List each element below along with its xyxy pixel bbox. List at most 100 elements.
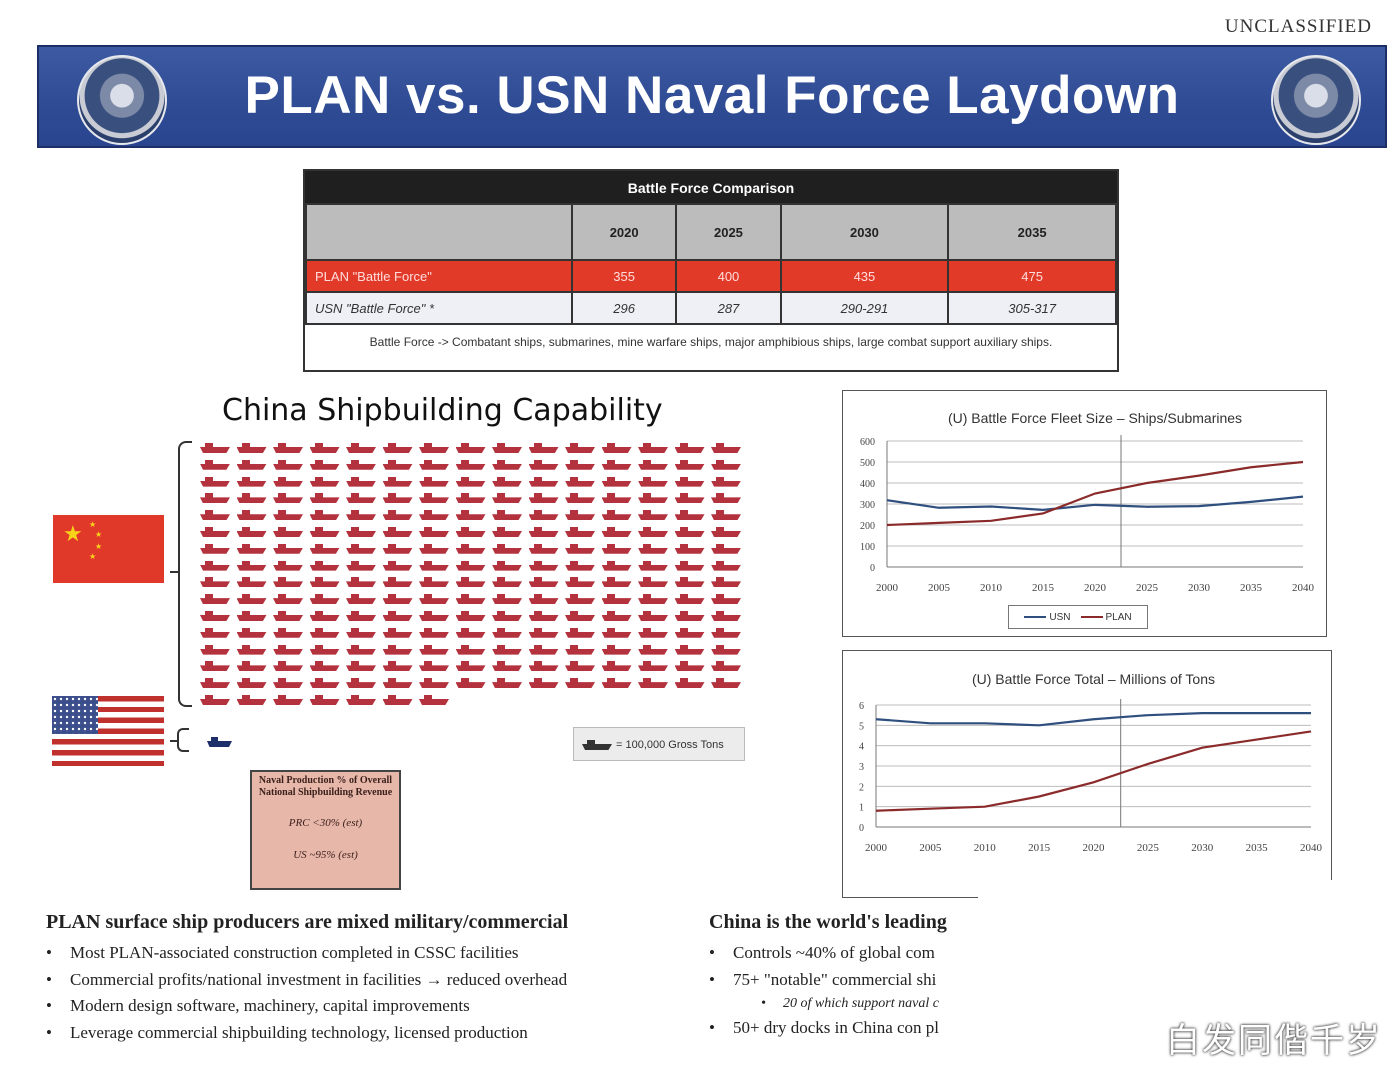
china-ship-icon	[383, 543, 413, 554]
table-cell: 355	[570, 259, 678, 293]
china-ship-icon	[237, 543, 267, 554]
china-ship-icon	[273, 543, 303, 554]
china-ship-icon	[346, 610, 376, 621]
title-banner: PLAN vs. USN Naval Force Laydown	[37, 45, 1387, 148]
x-tick-label: 2015	[1028, 842, 1051, 854]
china-ship-icon	[383, 627, 413, 638]
china-ship-icon	[675, 577, 705, 587]
china-ship-icon	[419, 526, 449, 537]
china-ship-icon	[529, 526, 559, 537]
china-ship-icon	[711, 560, 741, 571]
china-ship-icon	[237, 526, 267, 537]
table-row-usn: USN "Battle Force" * 296 287 290-291 305…	[305, 291, 1117, 325]
fleet-size-chart: (U) Battle Force Fleet Size – Ships/Subm…	[842, 390, 1327, 637]
china-ship-icon	[565, 678, 595, 688]
china-ship-icon	[529, 627, 559, 638]
y-tick-label: 600	[860, 437, 875, 448]
china-ship-icon	[200, 577, 230, 587]
series-line-plan	[875, 730, 1312, 812]
naval-production-box: Naval Production % of Overall National S…	[250, 770, 401, 890]
china-ship-icon	[638, 443, 668, 453]
china-ship-icon	[711, 594, 741, 604]
china-ship-icon	[310, 510, 340, 520]
china-ship-icon	[565, 560, 595, 571]
x-tick-label: 2035	[1246, 842, 1269, 854]
legend-item-usn: USN	[1024, 612, 1071, 623]
china-ship-icon	[565, 644, 595, 655]
china-ship-icon	[383, 443, 413, 453]
x-tick-label: 2020	[1083, 842, 1106, 854]
china-ship-icon	[383, 476, 413, 487]
china-ship-icon	[200, 459, 230, 470]
table-header-cell: 2020	[570, 203, 678, 261]
legend-item-plan: PLAN	[1080, 612, 1132, 623]
china-ship-icon	[237, 661, 267, 671]
china-ship-icon	[310, 594, 340, 604]
china-ship-icon	[419, 610, 449, 621]
china-ship-icon	[237, 694, 267, 705]
china-ship-icon	[237, 443, 267, 453]
list-item: Commercial profits/national investment i…	[46, 967, 568, 994]
china-ship-icon	[310, 526, 340, 537]
y-tick-label: 300	[860, 500, 875, 511]
china-ship-icon	[273, 560, 303, 571]
list-item: Controls ~40% of global com	[709, 940, 978, 967]
china-ship-icon	[419, 678, 449, 688]
china-ship-icon	[638, 577, 668, 587]
china-ship-icon	[273, 694, 303, 705]
china-ship-icon	[529, 510, 559, 520]
china-ship-icon	[492, 510, 522, 520]
x-tick-label: 2030	[1191, 842, 1214, 854]
x-tick-label: 2010	[980, 582, 1003, 594]
china-ship-icon	[492, 560, 522, 571]
china-ship-icon	[237, 678, 267, 688]
ship-key-icon	[582, 740, 612, 750]
china-ship-icon	[237, 610, 267, 621]
china-ship-icon	[565, 661, 595, 671]
china-brace	[170, 441, 192, 707]
china-ship-icon	[383, 577, 413, 587]
china-ship-icon	[675, 493, 705, 503]
china-ship-icon	[565, 443, 595, 453]
china-ship-icon	[492, 577, 522, 587]
china-ship-icon	[273, 510, 303, 520]
china-ship-icon	[602, 543, 632, 554]
china-ship-icon	[602, 526, 632, 537]
china-ship-icon	[200, 510, 230, 520]
china-ship-icon	[273, 627, 303, 638]
series-line-plan	[886, 460, 1304, 527]
china-ship-icon	[273, 610, 303, 621]
china-ship-icon	[711, 510, 741, 520]
china-ship-icon	[383, 610, 413, 621]
china-ship-icon	[638, 661, 668, 671]
china-ship-icon	[310, 493, 340, 503]
y-tick-label: 0	[870, 563, 875, 574]
y-tick-label: 0	[859, 823, 864, 834]
china-ship-icon	[638, 510, 668, 520]
series-line-usn	[886, 495, 1304, 511]
china-ship-icon	[383, 644, 413, 655]
table-row-plan: PLAN "Battle Force" 355 400 435 475	[305, 259, 1117, 293]
x-tick-label: 2040	[1292, 582, 1315, 594]
china-ship-icon	[638, 627, 668, 638]
china-ship-icon	[310, 476, 340, 487]
china-ship-icon	[492, 644, 522, 655]
china-ship-icon	[492, 627, 522, 638]
row-label: USN "Battle Force" *	[305, 291, 573, 325]
china-ship-icon	[638, 560, 668, 571]
china-ship-icon	[492, 543, 522, 554]
china-ship-icon	[237, 459, 267, 470]
china-ship-icon	[419, 443, 449, 453]
y-tick-label: 100	[860, 542, 875, 553]
china-ship-icon	[529, 594, 559, 604]
china-ship-icon	[419, 627, 449, 638]
table-footnote: Battle Force -> Combatant ships, submari…	[369, 335, 1053, 349]
china-ship-icon	[602, 476, 632, 487]
china-ship-icon	[310, 459, 340, 470]
china-ship-icon	[565, 577, 595, 587]
china-ship-icon	[675, 526, 705, 537]
china-ship-icon	[419, 476, 449, 487]
us-brace	[170, 728, 189, 752]
china-ship-icon	[565, 510, 595, 520]
x-tick-label: 2030	[1188, 582, 1211, 594]
